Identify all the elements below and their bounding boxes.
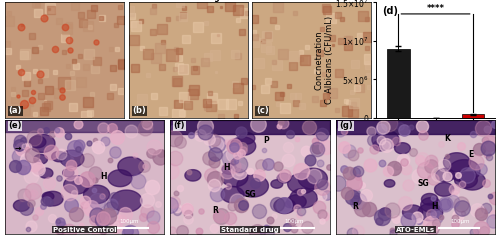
- Text: (d): (d): [382, 6, 398, 16]
- Polygon shape: [42, 192, 54, 201]
- Text: SG: SG: [418, 179, 429, 188]
- Text: (f): (f): [174, 121, 185, 130]
- Polygon shape: [288, 173, 316, 194]
- Polygon shape: [444, 153, 470, 172]
- Polygon shape: [460, 172, 485, 190]
- Polygon shape: [108, 170, 132, 187]
- Polygon shape: [380, 208, 390, 215]
- Polygon shape: [118, 157, 144, 176]
- Polygon shape: [30, 136, 46, 148]
- Polygon shape: [222, 168, 248, 187]
- Polygon shape: [420, 198, 441, 212]
- Text: (c): (c): [256, 106, 268, 115]
- Polygon shape: [285, 201, 295, 208]
- Text: P: P: [263, 136, 269, 145]
- Text: R: R: [212, 206, 218, 215]
- Polygon shape: [185, 170, 201, 181]
- Polygon shape: [34, 154, 48, 164]
- Text: (a): (a): [8, 106, 22, 115]
- Polygon shape: [277, 173, 291, 183]
- Polygon shape: [298, 168, 328, 189]
- Polygon shape: [239, 133, 255, 144]
- Text: Standard drug: Standard drug: [221, 227, 279, 232]
- Bar: [387, 49, 409, 118]
- Polygon shape: [222, 164, 236, 174]
- Polygon shape: [30, 134, 55, 152]
- Text: 100μm: 100μm: [285, 219, 304, 224]
- Text: H: H: [100, 172, 107, 181]
- Text: R: R: [352, 202, 358, 211]
- Polygon shape: [38, 168, 53, 178]
- Text: Positive Control: Positive Control: [52, 227, 116, 232]
- Polygon shape: [454, 172, 477, 188]
- Y-axis label: Concnetration
C. Albicans (CFU/mL): Concnetration C. Albicans (CFU/mL): [314, 16, 334, 104]
- Polygon shape: [436, 169, 454, 182]
- Polygon shape: [60, 150, 84, 167]
- Text: E: E: [468, 150, 474, 159]
- Polygon shape: [290, 188, 318, 208]
- Polygon shape: [62, 169, 74, 177]
- Text: (e): (e): [8, 121, 22, 130]
- Polygon shape: [52, 151, 66, 162]
- Polygon shape: [271, 180, 283, 188]
- Polygon shape: [394, 143, 410, 154]
- Text: SG: SG: [244, 190, 256, 199]
- Text: 100μm: 100μm: [120, 219, 139, 224]
- Polygon shape: [434, 183, 454, 196]
- Text: →: →: [14, 144, 21, 153]
- Title: Positive Control: Positive Control: [30, 0, 99, 2]
- Polygon shape: [384, 180, 395, 187]
- Text: 100μm: 100μm: [450, 219, 470, 224]
- Polygon shape: [448, 160, 480, 182]
- Text: ****: ****: [426, 4, 444, 13]
- Polygon shape: [64, 176, 90, 194]
- Title: ATO-EMLs: ATO-EMLs: [290, 0, 333, 2]
- Text: (b): (b): [132, 106, 146, 115]
- Polygon shape: [274, 198, 295, 214]
- Polygon shape: [84, 185, 110, 204]
- Polygon shape: [372, 130, 399, 149]
- Polygon shape: [111, 190, 142, 212]
- Polygon shape: [14, 200, 30, 211]
- Polygon shape: [422, 194, 438, 205]
- Text: ATO-EMLs: ATO-EMLs: [396, 227, 435, 232]
- Bar: [462, 114, 484, 118]
- Polygon shape: [373, 140, 388, 151]
- Polygon shape: [287, 195, 306, 209]
- Polygon shape: [230, 137, 256, 155]
- Polygon shape: [221, 186, 244, 203]
- Title: Standard drug: Standard drug: [157, 0, 220, 2]
- Polygon shape: [42, 191, 63, 206]
- Polygon shape: [402, 205, 422, 219]
- Polygon shape: [418, 203, 443, 221]
- Polygon shape: [237, 175, 268, 197]
- Text: (g): (g): [339, 121, 353, 130]
- Text: K: K: [444, 134, 450, 143]
- Text: H: H: [432, 202, 438, 211]
- Text: H: H: [223, 163, 230, 172]
